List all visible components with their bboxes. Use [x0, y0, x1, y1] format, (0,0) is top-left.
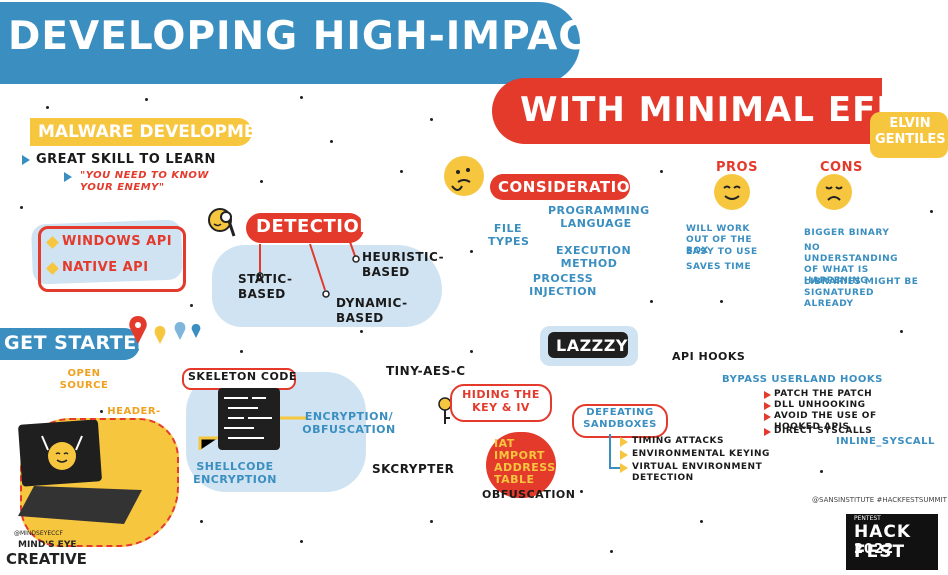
subtitle-banner [492, 78, 882, 144]
cons-item: NO UNDERSTANDING OF WHAT IS HAPPENING [804, 243, 899, 286]
consideration-execution-method: EXECUTION METHOD [556, 244, 632, 270]
hackfest-logo [846, 514, 938, 570]
code-window-icon [218, 388, 280, 450]
sandbox-item: TIMING ATTACKS [632, 436, 724, 446]
cons-item: BIGGER BINARY [804, 228, 890, 238]
pros-item: EASY TO USE [686, 247, 758, 257]
encryption-obfuscation-label: ENCRYPTION/ OBFUSCATION [302, 410, 396, 436]
iat-label: IAT IMPORT ADDRESS TABLE [494, 437, 556, 486]
skeleton-connectors [198, 416, 306, 450]
get-started-banner [0, 328, 140, 360]
inline-syscall-label: INLINE_SYSCALL [836, 436, 935, 447]
cons-item: LIBRARIES MIGHT BE SIGNATURED ALREADY [804, 277, 919, 309]
hackfest-logo-name: HACK FEST [854, 522, 912, 562]
magnifier-face-icon [206, 206, 238, 238]
consideration-programming-language: PROGRAMMING LANGUAGE [548, 204, 650, 230]
lazzzy-box [548, 332, 628, 358]
title-banner [0, 2, 580, 84]
hiding-key-label: HIDING THE KEY & IV [462, 388, 540, 414]
malware-dev-point: GREAT SKILL TO LEARN [36, 152, 216, 167]
skcrypter-label: SKCRYPTER [372, 462, 455, 476]
malware-dev-banner [30, 118, 252, 146]
sandbox-item: ENVIRONMENTAL KEYING [632, 449, 770, 459]
hiding-key-pill [450, 384, 552, 422]
consideration-process-injection: PROCESS INJECTION [529, 272, 597, 298]
bullet-arrow-icon [620, 450, 628, 460]
laptop-icon [18, 420, 142, 524]
consideration-file-types: FILE TYPES [488, 222, 530, 248]
api-hooks-heading: API HOOKS [672, 350, 746, 363]
considerations-pill [490, 174, 630, 200]
malware-dev-heading: MALWARE DEVELOPMENT [38, 122, 282, 142]
hackfest-logo-year: 2022 [854, 542, 895, 557]
hook-item: AVOID THE USE OF HOOKED APIS [774, 411, 877, 432]
malware-dev-quote: "YOU NEED TO KNOW YOUR ENEMY" [80, 170, 209, 193]
author-bubble [870, 112, 948, 158]
map-pin-icon [129, 316, 201, 344]
iat-bubble [486, 432, 556, 498]
considerations-heading: CONSIDERATIONS [498, 178, 655, 196]
bullet-arrow-icon [620, 463, 628, 473]
hook-item: DIRECT SYSCALLS [774, 426, 873, 436]
happy-face-icon [714, 174, 750, 210]
author-name: ELVIN GENTILES [875, 116, 946, 147]
detection-dynamic: DYNAMIC-BASED [336, 296, 408, 325]
detection-static: STATIC-BASED [238, 272, 293, 301]
bypass-hooks-label: BYPASS USERLAND HOOKS [722, 374, 883, 385]
detection-connectors [256, 241, 360, 298]
tiny-aes-label: TINY-AES-C [386, 364, 466, 378]
page-title: DEVELOPING HIGH-IMPACT MALWARE [8, 14, 857, 59]
detection-pill [246, 213, 364, 243]
bullet-arrow-icon [764, 391, 771, 399]
lazzzy-label: LAZZZY [556, 336, 628, 355]
hook-item: DLL UNHOOKING [774, 400, 866, 410]
detection-heading: DETECTION [256, 216, 375, 237]
shellcode-encryption-label: SHELLCODE ENCRYPTION [193, 460, 277, 486]
social-handles: @SANSINSTITUTE #HACKFESTSUMMIT [812, 496, 947, 504]
bullet-arrow-icon [620, 437, 628, 447]
bullet-arrow-icon [764, 413, 771, 421]
detection-blob [212, 245, 442, 327]
bullet-arrow-icon [764, 428, 771, 436]
api-item-native: NATIVE API [62, 260, 149, 275]
sandbox-item: VIRTUAL ENVIRONMENT DETECTION [632, 462, 763, 483]
sandbox-connector [609, 434, 624, 469]
thinking-face-icon [444, 156, 484, 196]
sandboxes-heading: DEFEATING SANDBOXES [583, 407, 657, 430]
artist-logo-line2: CREATIVE [6, 550, 87, 568]
artist-handle: @MINDSEYECCF [14, 530, 63, 537]
skeleton-code-label: SKELETON CODE [188, 370, 297, 383]
hackfest-logo-top: PENTEST [854, 515, 881, 522]
bullet-arrow-icon [64, 172, 72, 182]
hook-item: PATCH THE PATCH [774, 389, 873, 399]
sad-face-icon [816, 174, 852, 210]
artist-logo-line1: MIND'S EYE [18, 540, 77, 550]
bullet-arrow-icon [22, 155, 30, 165]
detection-heuristic: HEURISTIC-BASED [362, 250, 445, 279]
pros-item: WILL WORK OUT OF THE BOX [686, 224, 752, 256]
api-panel [38, 226, 186, 292]
pros-item: SAVES TIME [686, 262, 752, 272]
pros-title: PROS [716, 160, 758, 175]
get-started-open-source: OPEN SOURCE [59, 368, 109, 391]
obfuscation-label: OBFUSCATION [482, 488, 576, 501]
cons-title: CONS [820, 160, 863, 175]
bullet-arrow-icon [764, 402, 771, 410]
get-started-heading: GET STARTED [4, 332, 154, 354]
api-item-windows: WINDOWS API [62, 234, 173, 249]
